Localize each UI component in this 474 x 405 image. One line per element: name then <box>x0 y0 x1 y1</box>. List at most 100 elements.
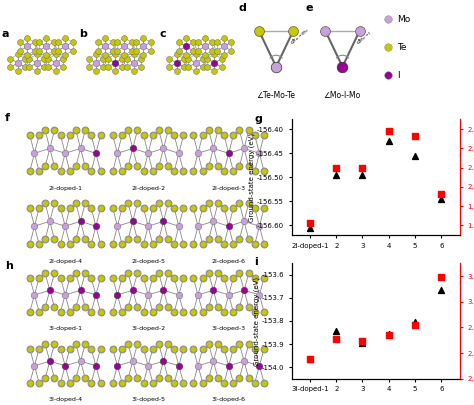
Point <box>190 309 197 315</box>
Point <box>199 205 206 211</box>
Point <box>35 241 43 247</box>
Point <box>109 346 117 352</box>
Point <box>134 127 141 134</box>
Point <box>359 164 366 171</box>
Point <box>35 168 43 175</box>
Point <box>194 292 202 298</box>
Point <box>229 241 237 247</box>
Point <box>92 362 100 369</box>
Point <box>41 200 49 207</box>
Point <box>190 346 197 352</box>
Point <box>155 236 163 243</box>
Point <box>16 39 24 45</box>
Point <box>35 379 43 386</box>
Point <box>31 47 38 54</box>
Point <box>184 64 192 70</box>
Point <box>88 241 95 247</box>
Point <box>24 52 31 58</box>
Point <box>57 132 64 139</box>
Point <box>124 341 132 347</box>
Point <box>220 346 228 352</box>
Point <box>35 346 43 352</box>
Point <box>190 241 197 247</box>
Point <box>66 132 73 139</box>
Point <box>245 236 253 243</box>
Point <box>164 270 172 277</box>
Point <box>57 379 64 386</box>
Point <box>180 275 187 281</box>
Point <box>245 127 253 134</box>
Point <box>45 55 52 62</box>
Point <box>140 241 147 247</box>
Point <box>245 200 253 207</box>
Y-axis label: Ground-state energy (eV): Ground-state energy (eV) <box>249 132 255 222</box>
Point <box>88 379 95 386</box>
Point <box>251 205 259 211</box>
Point <box>82 127 89 134</box>
Point <box>438 191 445 197</box>
Point <box>66 346 73 352</box>
Point <box>42 35 50 41</box>
Point <box>40 64 48 70</box>
Point <box>82 236 89 243</box>
Point <box>72 375 80 381</box>
Point <box>51 127 58 134</box>
Point <box>171 275 178 281</box>
Point <box>155 127 163 134</box>
Point <box>40 55 48 62</box>
Point <box>97 275 104 281</box>
Point <box>97 205 104 211</box>
Point <box>306 356 314 363</box>
Point <box>255 28 263 34</box>
Point <box>88 379 95 386</box>
Point <box>306 356 314 362</box>
Point <box>140 275 147 281</box>
Point <box>290 28 297 34</box>
Point <box>102 52 109 58</box>
Point <box>88 346 95 352</box>
Point <box>59 55 67 62</box>
Point <box>51 341 58 347</box>
Text: b: b <box>79 29 87 38</box>
Point <box>104 64 111 70</box>
Point <box>72 163 80 170</box>
Point <box>332 328 340 335</box>
Point <box>7 55 14 62</box>
Point <box>51 375 58 381</box>
Point <box>140 379 147 386</box>
Point <box>332 336 340 342</box>
Point <box>175 223 182 230</box>
Point <box>182 35 190 41</box>
Point <box>220 35 228 41</box>
Point <box>171 168 178 175</box>
Point <box>118 379 126 386</box>
Point <box>66 132 73 139</box>
Point <box>214 341 222 347</box>
Point <box>210 60 218 66</box>
Point <box>118 275 126 281</box>
Point <box>180 168 187 175</box>
Point <box>31 223 38 230</box>
Point <box>229 205 237 211</box>
Point <box>104 55 111 62</box>
Point <box>100 55 107 62</box>
Point <box>128 47 136 54</box>
Point <box>190 275 197 281</box>
Point <box>214 236 222 243</box>
Point <box>236 127 243 134</box>
Point <box>220 132 228 139</box>
Point <box>190 168 197 175</box>
Point <box>41 341 49 347</box>
Point <box>41 270 49 277</box>
Point <box>35 309 43 315</box>
Point <box>149 168 156 175</box>
Point <box>173 60 181 66</box>
Point <box>149 309 156 315</box>
Point <box>385 332 392 338</box>
Text: g: g <box>255 114 263 124</box>
Point <box>214 200 222 207</box>
Point <box>149 241 156 247</box>
Point <box>245 304 253 310</box>
Point <box>114 223 121 230</box>
Point <box>194 223 202 230</box>
